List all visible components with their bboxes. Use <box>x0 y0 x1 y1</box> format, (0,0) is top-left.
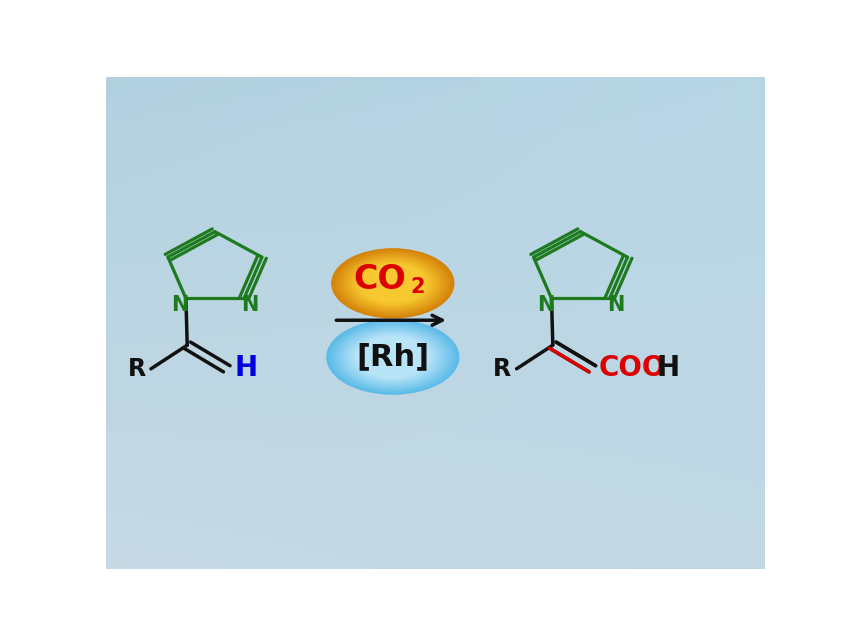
Ellipse shape <box>343 329 444 385</box>
Ellipse shape <box>337 252 448 314</box>
Text: [Rh]: [Rh] <box>356 343 429 372</box>
Ellipse shape <box>335 250 451 316</box>
Ellipse shape <box>344 256 441 311</box>
Ellipse shape <box>333 249 453 317</box>
Ellipse shape <box>345 256 440 311</box>
Ellipse shape <box>355 336 430 378</box>
Ellipse shape <box>341 328 445 386</box>
Text: COO: COO <box>599 354 666 381</box>
Ellipse shape <box>343 255 444 312</box>
Ellipse shape <box>348 258 438 309</box>
Ellipse shape <box>357 263 428 304</box>
Ellipse shape <box>360 265 427 302</box>
Text: N: N <box>536 295 554 315</box>
Text: H: H <box>235 354 258 381</box>
Ellipse shape <box>354 335 432 379</box>
Ellipse shape <box>353 335 434 380</box>
Ellipse shape <box>340 328 445 387</box>
Ellipse shape <box>336 251 450 316</box>
Ellipse shape <box>348 332 439 383</box>
Ellipse shape <box>348 259 437 308</box>
Ellipse shape <box>350 334 435 381</box>
Ellipse shape <box>328 321 457 394</box>
Ellipse shape <box>356 337 429 378</box>
Ellipse shape <box>338 327 447 388</box>
Ellipse shape <box>329 321 456 393</box>
Ellipse shape <box>354 335 431 378</box>
Ellipse shape <box>351 334 434 380</box>
Ellipse shape <box>349 333 436 381</box>
Ellipse shape <box>345 330 440 384</box>
Ellipse shape <box>352 260 434 307</box>
Text: N: N <box>607 295 625 315</box>
Ellipse shape <box>342 254 445 312</box>
Text: CO: CO <box>354 263 406 296</box>
Ellipse shape <box>359 264 428 303</box>
Ellipse shape <box>338 252 447 314</box>
Ellipse shape <box>337 326 449 389</box>
Text: N: N <box>171 295 189 315</box>
Ellipse shape <box>334 324 451 390</box>
Text: N: N <box>241 295 259 315</box>
Ellipse shape <box>327 320 459 394</box>
Ellipse shape <box>351 259 435 307</box>
Ellipse shape <box>336 325 450 389</box>
Ellipse shape <box>347 258 439 309</box>
Ellipse shape <box>343 256 442 311</box>
Ellipse shape <box>339 327 446 387</box>
Ellipse shape <box>356 263 429 304</box>
Ellipse shape <box>331 323 455 392</box>
Ellipse shape <box>332 323 454 391</box>
Text: H: H <box>657 354 680 381</box>
Ellipse shape <box>355 262 430 304</box>
Ellipse shape <box>350 259 436 307</box>
Ellipse shape <box>346 257 439 310</box>
Ellipse shape <box>332 249 454 318</box>
Ellipse shape <box>337 252 449 315</box>
Ellipse shape <box>330 322 456 392</box>
Ellipse shape <box>354 261 432 305</box>
Ellipse shape <box>334 250 452 317</box>
Ellipse shape <box>335 325 451 389</box>
Ellipse shape <box>339 253 446 314</box>
Ellipse shape <box>333 324 452 390</box>
Text: R: R <box>493 357 511 381</box>
Ellipse shape <box>343 329 442 385</box>
Ellipse shape <box>344 330 441 384</box>
Text: 2: 2 <box>411 277 425 297</box>
Text: R: R <box>128 357 145 381</box>
Ellipse shape <box>340 254 445 313</box>
Ellipse shape <box>353 261 433 306</box>
Ellipse shape <box>354 262 431 305</box>
Ellipse shape <box>346 331 439 383</box>
Ellipse shape <box>348 332 437 382</box>
